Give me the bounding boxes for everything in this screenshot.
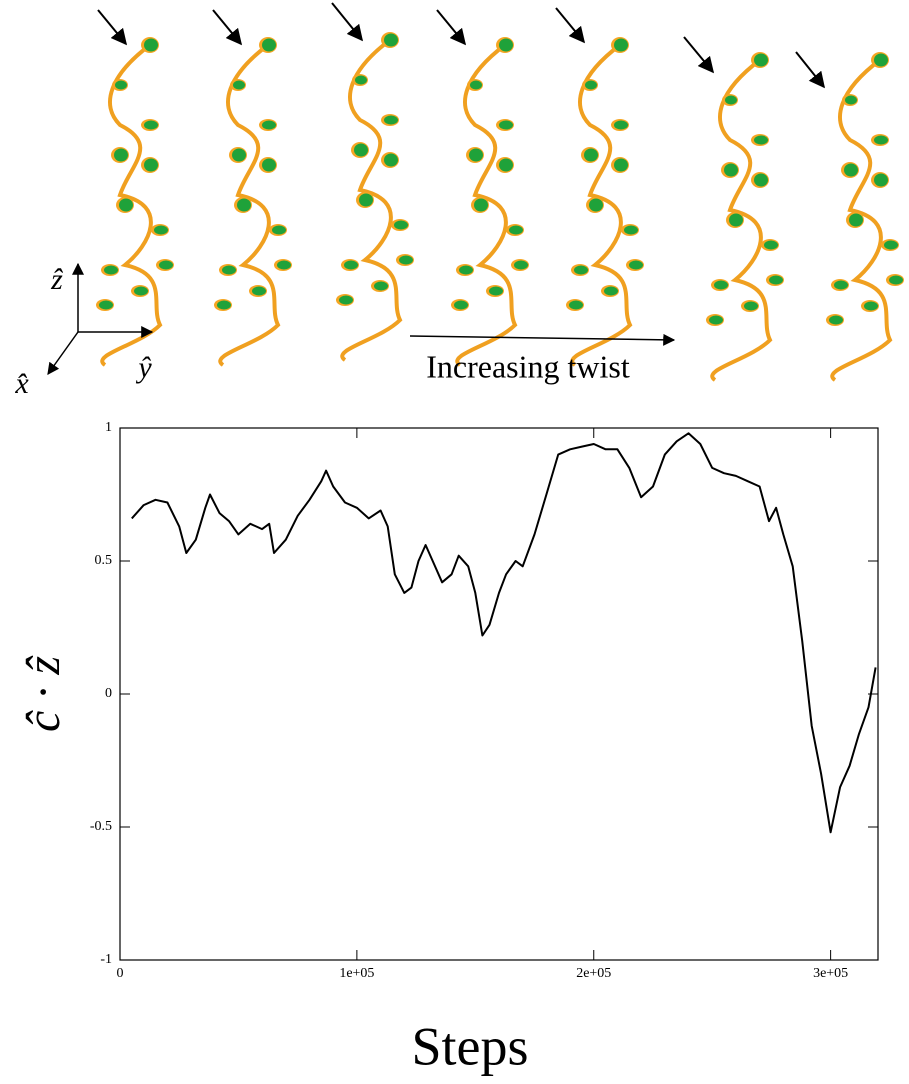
y-title: ĉ · ẑ — [17, 656, 70, 732]
x-tick-label: 3e+05 — [813, 966, 848, 981]
x-axis-label: x̂ — [14, 367, 29, 400]
y-tick-label: -1 — [100, 952, 112, 967]
y-axis-label: ŷ — [135, 351, 152, 384]
annotation: Increasing twist — [426, 348, 630, 384]
plot-frame — [119, 427, 879, 961]
x-tick-label: 0 — [117, 966, 124, 981]
z-axis-label: ẑ — [50, 263, 63, 296]
fibers — [94, 30, 906, 382]
y-tick-label: 1 — [105, 420, 112, 435]
x-title: Steps — [411, 1016, 528, 1076]
arrows — [47, 2, 825, 375]
y-tick-label: 0 — [105, 686, 112, 701]
x-tick-label: 1e+05 — [339, 966, 374, 981]
data-line — [131, 432, 877, 834]
y-tick-label: -0.5 — [90, 819, 112, 834]
y-tick-label: 0.5 — [95, 553, 113, 568]
x-tick-label: 2e+05 — [576, 966, 611, 981]
